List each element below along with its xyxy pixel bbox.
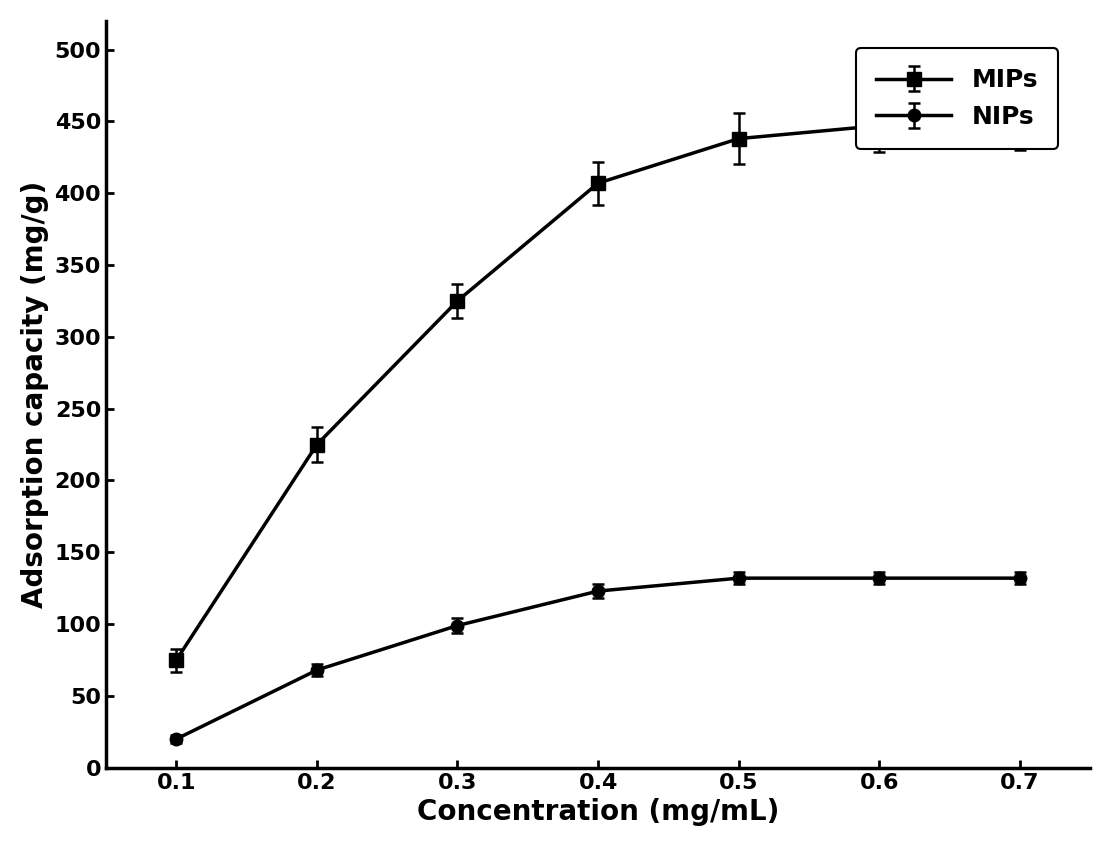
Y-axis label: Adsorption capacity (mg/g): Adsorption capacity (mg/g) (21, 180, 49, 608)
X-axis label: Concentration (mg/mL): Concentration (mg/mL) (417, 798, 779, 826)
Legend: MIPs, NIPs: MIPs, NIPs (857, 48, 1058, 149)
